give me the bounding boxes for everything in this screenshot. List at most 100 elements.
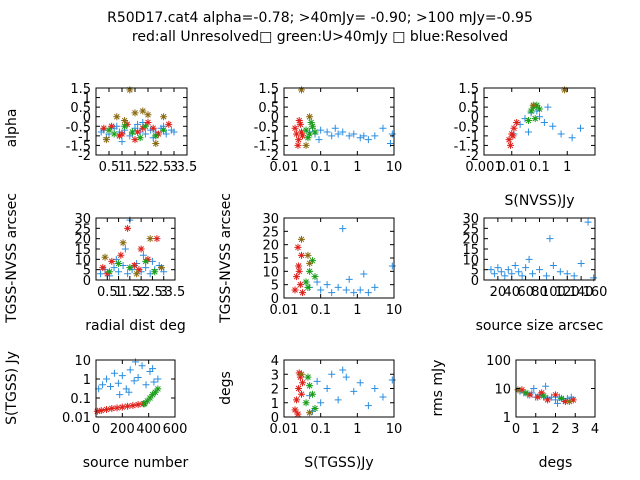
ytick-label-p6-4: 20 (462, 233, 479, 248)
point-p2-s0-13 (379, 124, 387, 132)
point-p6-s0-14 (549, 262, 557, 270)
point-p5-s0-12 (360, 270, 368, 278)
point-p2-s0-12 (371, 132, 379, 140)
ytick-label-p2-3: -0.5 (254, 120, 279, 135)
point-p2-s0-7 (345, 132, 353, 140)
ytick-label-p4-1: 5 (83, 264, 91, 279)
xtick-label-p2-2: 1 (353, 160, 361, 175)
point-p3-s2-4 (536, 105, 543, 113)
point-p6-s0-2 (494, 264, 502, 272)
point-p2-s0-11 (364, 136, 372, 144)
point-p5-s0-10 (371, 283, 379, 291)
point-p3-s0-8 (568, 134, 576, 142)
point-p2-s0-17 (331, 124, 339, 132)
xtick-label-p4-0: 0.5 (97, 285, 118, 300)
xtick-label-p8-0: 0.01 (270, 422, 299, 437)
point-p1-s2-4 (152, 132, 160, 140)
xtick-label-p6-4: 100 (541, 285, 566, 300)
point-p2-s0-5 (334, 130, 342, 138)
xtick-label-p2-3: 10 (386, 160, 403, 175)
point-p5-s0-6 (342, 286, 350, 294)
point-p7-s2-5 (154, 385, 162, 393)
point-p1-s3-4 (160, 113, 168, 121)
ytick-label-p5-2: 10 (262, 265, 279, 280)
xtick-label-p1-6: 3.5 (177, 160, 198, 175)
ytick-label-p4-2: 10 (74, 253, 91, 268)
point-p5-s0-2 (317, 286, 325, 294)
point-p9-s1-1 (526, 391, 534, 399)
point-p3-s3-1 (529, 101, 537, 109)
ytick-label-p6-3: 15 (462, 243, 479, 258)
point-p1-s3-5 (121, 117, 129, 125)
ytick-label-p8-0: 0 (271, 411, 279, 426)
xtick-label-p6-1: 40 (503, 285, 520, 300)
point-p4-s3-3 (133, 270, 141, 278)
point-p5-s0-4 (328, 289, 336, 297)
ytick-label-p6-2: 10 (462, 253, 479, 268)
point-p8-s1-0 (291, 406, 299, 414)
point-p2-s0-3 (323, 128, 331, 136)
ytick-label-p1-3: -0.5 (66, 120, 91, 135)
panel-p2: 0.01 0.1 1 10-2-1.5-1-0.500.511.5 (254, 82, 403, 175)
point-p7-s1-3 (108, 405, 116, 413)
point-p9-s1-5 (561, 397, 569, 405)
point-p4-s0-17 (139, 251, 147, 259)
ytick-label-p2-6: 1 (271, 92, 279, 107)
point-p6-s0-18 (584, 218, 592, 226)
point-p9-s1-0 (518, 386, 526, 394)
point-p4-s1-4 (130, 262, 138, 270)
point-p7-s0-18 (116, 391, 124, 399)
point-p9-s2-2 (557, 394, 565, 402)
figure-title-line1: R50D17.cat4 alpha=-0.78; >40mJy= -0.90; … (107, 10, 533, 26)
ytick-label-p8-1: 1 (271, 397, 279, 412)
point-p8-s0-2 (317, 399, 325, 407)
point-p9-s1-6 (569, 396, 577, 404)
point-p9-s3-0 (514, 386, 522, 394)
point-p2-s0-4 (328, 132, 336, 140)
ytick-label-p9-0: 1 (503, 411, 511, 426)
xtick-label-p1-2: 1.5 (125, 160, 146, 175)
point-p5-s1-1 (293, 273, 301, 281)
point-p2-s0-2 (317, 126, 325, 134)
point-p8-s0-12 (388, 376, 396, 384)
panels: 0.511.522.533.5-2-1.5-1-0.500.511.5alpha… (4, 82, 607, 471)
point-p5-s0-3 (323, 281, 331, 289)
point-p8-s1-6 (295, 369, 303, 377)
point-p2-s1-6 (295, 117, 303, 125)
xlabel-p8: S(TGSS)Jy (304, 455, 373, 471)
point-p7-s2-2 (146, 394, 154, 402)
point-p8-s0-5 (334, 396, 342, 404)
point-p2-s0-18 (388, 130, 396, 138)
point-p6-s0-12 (536, 266, 543, 274)
point-p8-s1-3 (296, 373, 304, 381)
point-p4-s2-3 (142, 257, 150, 265)
point-p7-s0-9 (130, 377, 138, 385)
plot-frame-p1 (95, 87, 188, 156)
ytick-label-p3-6: 1 (471, 92, 479, 107)
ytick-label-p2-5: 0.5 (258, 101, 279, 116)
ytick-label-p4-4: 20 (74, 233, 91, 248)
point-p6-s0-8 (515, 268, 523, 276)
xtick-label-p9-2: 2 (551, 422, 559, 437)
point-p6-s0-0 (487, 266, 495, 274)
point-p8-s0-1 (313, 377, 321, 385)
plot-frame-p9 (515, 359, 596, 418)
point-p8-s0-6 (342, 373, 350, 381)
xtick-label-p7-0: 0 (92, 422, 100, 437)
point-p2-s3-1 (302, 141, 310, 149)
ytick-label-p5-1: 5 (271, 279, 279, 294)
point-p3-s1-4 (506, 141, 514, 149)
ytick-label-p7-1: 0.1 (70, 392, 91, 407)
point-p3-s2-0 (524, 117, 532, 125)
xtick-label-p4-1: 1 (114, 285, 122, 300)
ytick-label-p1-0: -2 (78, 149, 91, 164)
point-p1-s3-7 (102, 136, 110, 144)
xtick-label-p2-1: 0.1 (310, 160, 331, 175)
point-p2-s2-3 (304, 134, 312, 142)
point-p8-s0-4 (328, 370, 336, 378)
point-p3-s1-2 (510, 124, 518, 132)
point-p1-s0-9 (141, 130, 149, 138)
point-p7-s1-7 (129, 402, 137, 410)
